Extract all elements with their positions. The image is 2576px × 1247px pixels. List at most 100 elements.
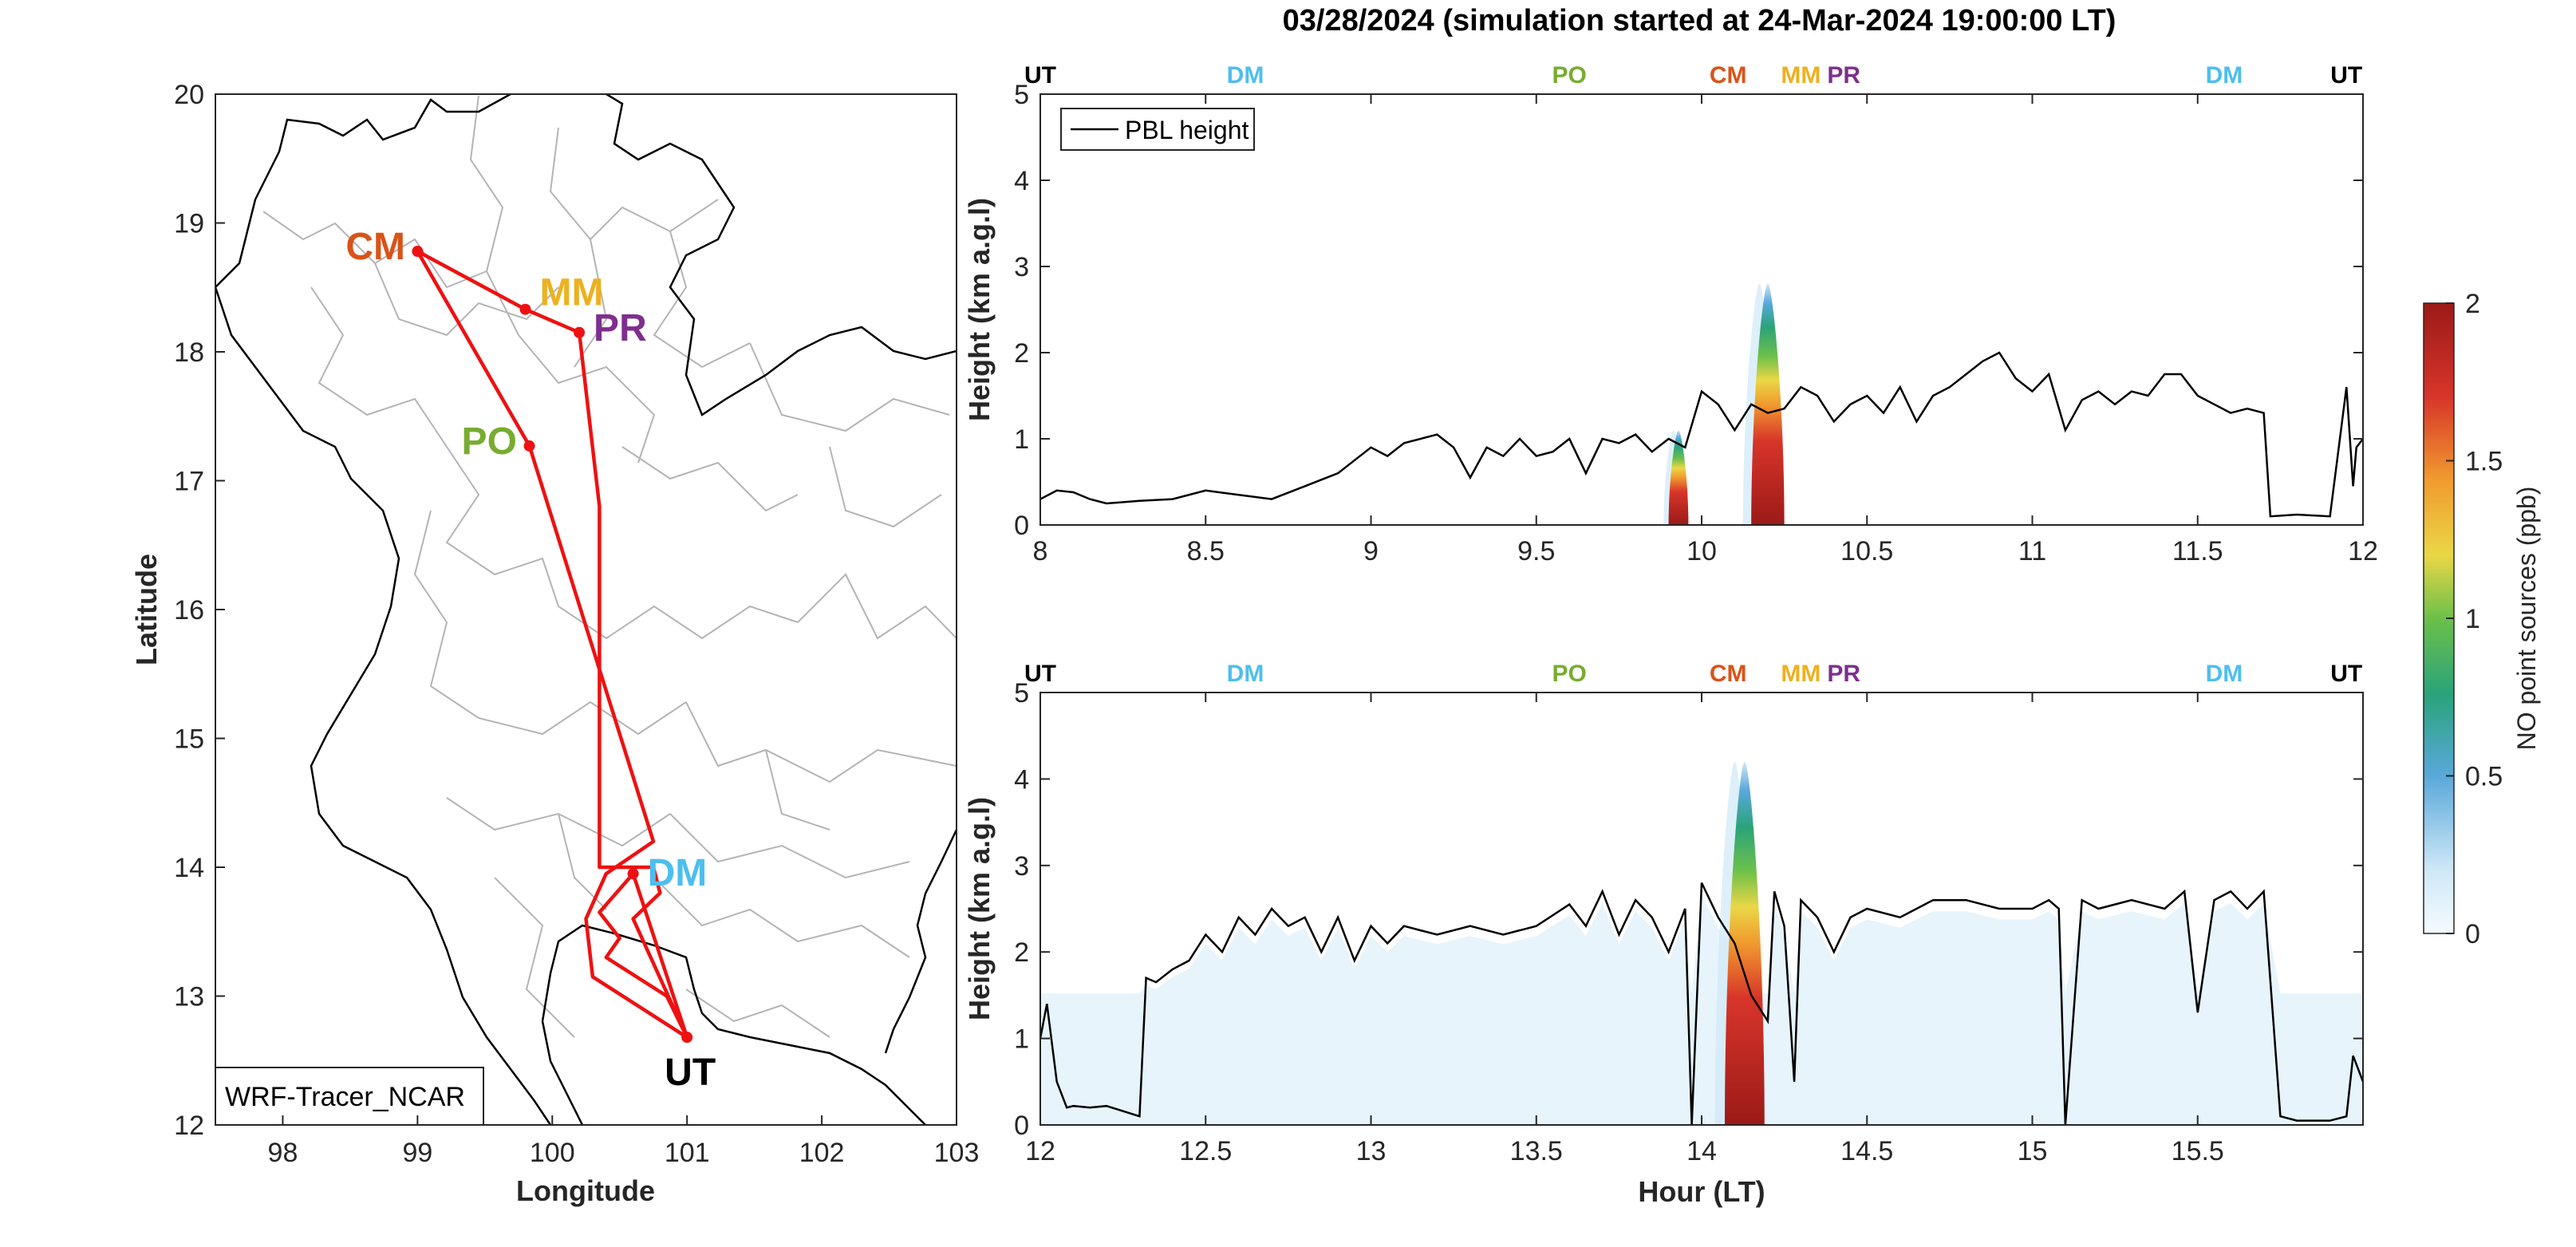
site-marker-pr xyxy=(574,326,586,338)
top-site-marker-ut: UT xyxy=(2330,62,2362,89)
bottom-plume xyxy=(1725,761,1765,1125)
map-x-tick-label: 100 xyxy=(530,1138,575,1168)
bottom-site-marker-ut: UT xyxy=(1024,661,1056,687)
bottom-y-tick-label: 3 xyxy=(1014,851,1029,882)
bottom-x-tick-label: 13 xyxy=(1356,1136,1387,1166)
legend: PBL height xyxy=(1060,108,1255,151)
model-label: WRF-Tracer_NCAR xyxy=(225,1082,465,1112)
top-site-marker-pr: PR xyxy=(1827,62,1860,89)
top-y-axis-label: Height (km a.g.l) xyxy=(963,198,996,421)
bottom-x-tick-label: 12.5 xyxy=(1179,1136,1232,1166)
map-y-tick-label: 15 xyxy=(174,724,204,755)
colorbar: 0 0.5 1 1.5 2 NO point sources (ppb) xyxy=(2423,289,2541,949)
flight-track xyxy=(416,249,689,1040)
map-y-tick-label: 19 xyxy=(174,209,204,239)
top-x-tick-label: 9 xyxy=(1363,536,1379,566)
bottom-x-tick-label: 14.5 xyxy=(1840,1136,1893,1166)
site-label-po: PO xyxy=(462,420,517,463)
site-label-dm: DM xyxy=(648,852,708,894)
site-marker-cm xyxy=(412,246,424,258)
legend-label: PBL height xyxy=(1125,116,1249,144)
pbl-height-line-top xyxy=(1040,351,2363,518)
top-x-tick-label: 10.5 xyxy=(1840,536,1893,566)
map-x-tick-label: 101 xyxy=(665,1138,710,1168)
map-x-axis-label: Longitude xyxy=(516,1174,655,1207)
map-y-tick-label: 18 xyxy=(174,337,204,368)
bottom-x-tick-label: 14 xyxy=(1686,1136,1717,1166)
top-x-tick-label: 12 xyxy=(2348,536,2378,566)
top-site-marker-dm: DM xyxy=(2206,62,2243,89)
figure-title: 03/28/2024 (simulation started at 24-Mar… xyxy=(1283,4,2116,37)
colorbar-tick-label: 0.5 xyxy=(2465,762,2503,792)
bottom-x-tick-label: 15.5 xyxy=(2172,1136,2224,1166)
colorbar-tick-label: 0 xyxy=(2465,919,2480,949)
bottom-site-marker-ut: UT xyxy=(2330,661,2362,687)
bottom-y-tick-label: 4 xyxy=(1014,764,1029,795)
top-y-tick-label: 3 xyxy=(1014,252,1029,282)
site-label-mm: MM xyxy=(539,272,603,314)
bottom-site-marker-cm: CM xyxy=(1710,661,1747,687)
top-y-tick-label: 4 xyxy=(1014,166,1029,196)
colorbar-tick-label: 1.5 xyxy=(2465,447,2503,477)
top-y-tick-label: 5 xyxy=(1014,80,1029,110)
map-y-tick-label: 16 xyxy=(174,595,204,625)
site-marker-mm xyxy=(519,303,531,315)
map-y-tick-label: 17 xyxy=(174,467,204,497)
bottom-site-marker-po: PO xyxy=(1552,661,1587,687)
site-label-cm: CM xyxy=(345,226,405,268)
top-site-marker-dm: DM xyxy=(1227,62,1264,89)
model-label-box: WRF-Tracer_NCAR xyxy=(215,1067,484,1126)
top-x-tick-label: 11 xyxy=(2018,536,2046,566)
site-marker-ut xyxy=(681,1032,693,1044)
top-y-tick-label: 0 xyxy=(1014,511,1029,541)
map-y-axis-label: Latitude xyxy=(130,554,163,665)
map-y-tick-label: 14 xyxy=(174,853,204,883)
top-x-tick-label: 8.5 xyxy=(1187,536,1225,566)
map-y-tick-label: 20 xyxy=(174,80,204,110)
bottom-x-tick-label: 12 xyxy=(1025,1136,1055,1166)
site-marker-po xyxy=(523,440,535,452)
colorbar-tick-label: 1 xyxy=(2465,604,2480,634)
top-site-marker-po: PO xyxy=(1552,62,1587,89)
colorbar-tick-label: 2 xyxy=(2465,289,2480,319)
site-marker-dm xyxy=(627,868,639,880)
top-plume xyxy=(1751,283,1785,525)
bottom-y-axis-label: Height (km a.g.l) xyxy=(963,797,996,1020)
map-x-tick-label: 99 xyxy=(402,1138,432,1168)
bottom-x-tick-label: 13.5 xyxy=(1510,1136,1563,1166)
map-x-tick-label: 103 xyxy=(934,1138,980,1168)
bottom-site-marker-mm: MM xyxy=(1781,661,1821,687)
top-site-marker-mm: MM xyxy=(1781,62,1821,89)
bottom-site-marker-pr: PR xyxy=(1827,661,1860,687)
top-x-tick-label: 10 xyxy=(1686,536,1717,566)
bottom-y-tick-label: 2 xyxy=(1014,937,1029,968)
top-x-tick-label: 11.5 xyxy=(2172,536,2223,566)
top-x-tick-label: 8 xyxy=(1033,536,1048,566)
map-y-tick-label: 12 xyxy=(174,1111,204,1141)
top-site-marker-ut: UT xyxy=(1024,62,1056,89)
map-y-tick-label: 13 xyxy=(174,982,204,1012)
coastline xyxy=(215,94,957,1125)
map-x-tick-label: 98 xyxy=(268,1138,298,1168)
bottom-x-axis-label: Hour (LT) xyxy=(1638,1175,1765,1208)
bottom-site-marker-dm: DM xyxy=(2206,661,2243,687)
background-tracer-area xyxy=(1040,894,2363,1125)
site-label-ut: UT xyxy=(665,1052,716,1094)
bottom-site-marker-dm: DM xyxy=(1227,661,1264,687)
bottom-x-tick-label: 15 xyxy=(2018,1136,2048,1166)
top-y-tick-label: 1 xyxy=(1014,424,1029,455)
top-y-tick-label: 2 xyxy=(1014,338,1029,369)
province-boundaries xyxy=(262,95,957,1038)
site-label-pr: PR xyxy=(594,307,647,349)
top-plume xyxy=(1668,430,1689,525)
map-x-tick-label: 102 xyxy=(799,1138,845,1168)
bottom-y-tick-label: 1 xyxy=(1014,1024,1029,1055)
colorbar-label: NO point sources (ppb) xyxy=(2512,487,2541,751)
pbl-height-line-bottom xyxy=(1040,882,2363,1125)
top-site-marker-cm: CM xyxy=(1710,62,1747,89)
top-x-tick-label: 9.5 xyxy=(1517,536,1555,566)
